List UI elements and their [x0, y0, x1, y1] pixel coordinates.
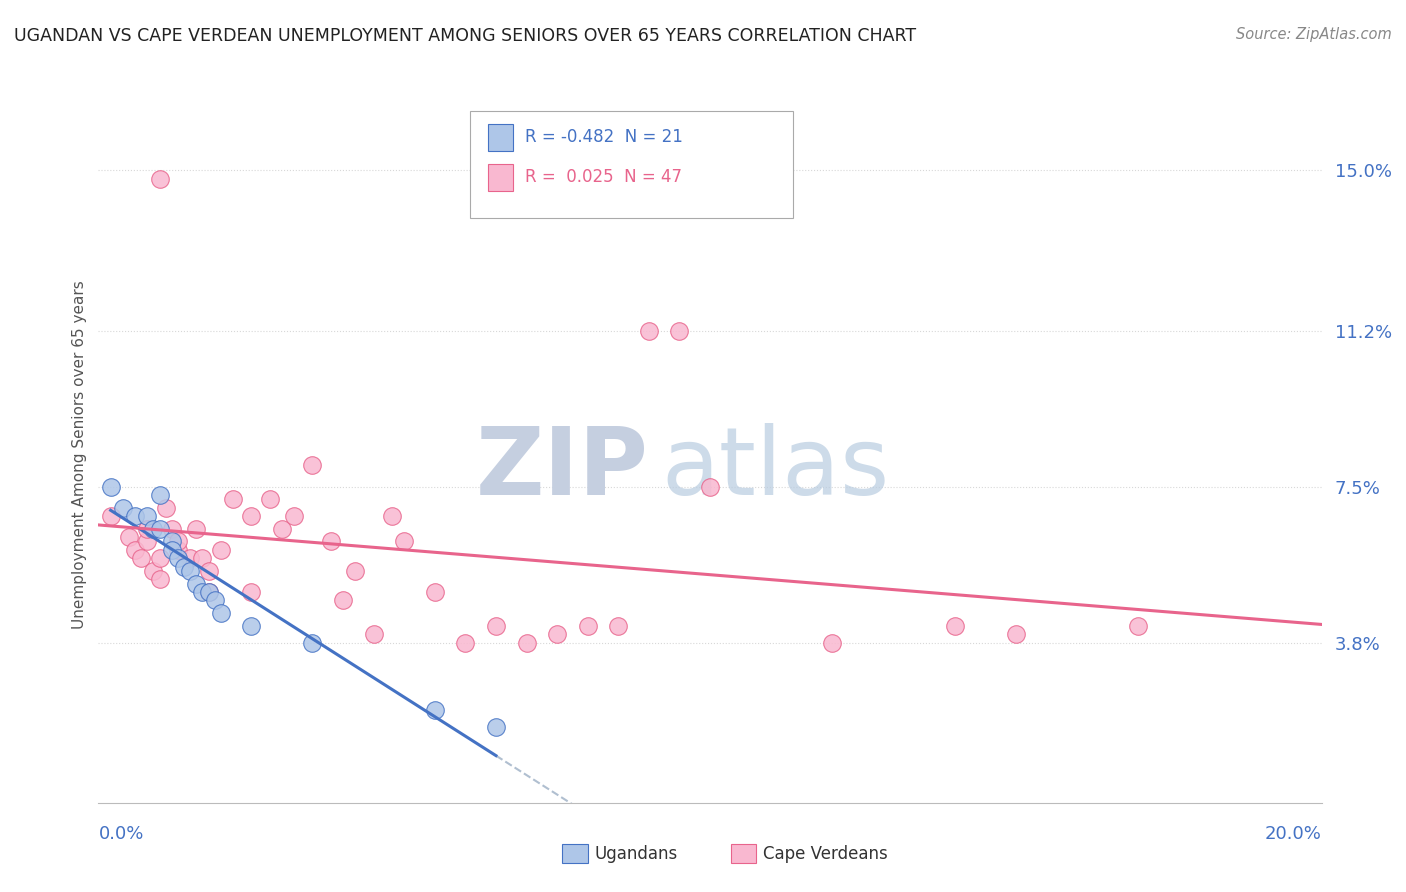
Point: [332, 593, 354, 607]
Point: [179, 564, 201, 578]
Point: [668, 324, 690, 338]
Point: [191, 585, 214, 599]
Point: [485, 618, 508, 632]
Point: [142, 564, 165, 578]
Point: [209, 542, 232, 557]
Point: [381, 509, 404, 524]
Point: [118, 530, 141, 544]
Point: [100, 479, 122, 493]
Point: [197, 564, 219, 578]
Point: [129, 551, 152, 566]
Point: [943, 618, 966, 632]
Point: [259, 492, 281, 507]
Point: [270, 522, 292, 536]
Point: [155, 500, 177, 515]
Point: [160, 542, 183, 557]
Point: [516, 635, 538, 649]
Y-axis label: Unemployment Among Seniors over 65 years: Unemployment Among Seniors over 65 years: [72, 281, 87, 629]
Point: [149, 572, 172, 586]
Point: [546, 627, 568, 641]
Point: [167, 551, 190, 566]
Point: [167, 534, 190, 549]
Text: Ugandans: Ugandans: [595, 845, 678, 863]
Point: [637, 324, 661, 338]
Point: [363, 627, 385, 641]
Point: [319, 534, 342, 549]
Point: [160, 534, 183, 549]
Text: UGANDAN VS CAPE VERDEAN UNEMPLOYMENT AMONG SENIORS OVER 65 YEARS CORRELATION CHA: UGANDAN VS CAPE VERDEAN UNEMPLOYMENT AMO…: [14, 27, 917, 45]
Point: [485, 720, 508, 734]
Point: [124, 509, 146, 524]
Point: [344, 564, 367, 578]
Point: [821, 635, 844, 649]
Point: [423, 585, 446, 599]
Point: [197, 585, 219, 599]
Point: [222, 492, 245, 507]
Point: [240, 618, 263, 632]
Point: [209, 606, 232, 620]
Point: [136, 509, 159, 524]
Point: [191, 551, 214, 566]
Text: atlas: atlas: [661, 423, 890, 515]
Point: [576, 618, 599, 632]
Point: [173, 559, 195, 574]
Point: [240, 585, 263, 599]
Point: [197, 585, 219, 599]
Point: [607, 618, 630, 632]
Point: [149, 171, 172, 186]
Point: [392, 534, 416, 549]
Point: [160, 522, 183, 536]
Text: Cape Verdeans: Cape Verdeans: [763, 845, 889, 863]
Point: [111, 500, 134, 515]
Point: [240, 509, 263, 524]
Point: [454, 635, 477, 649]
Point: [283, 509, 305, 524]
Text: 0.0%: 0.0%: [98, 825, 143, 843]
Point: [136, 522, 159, 536]
Text: ZIP: ZIP: [477, 423, 648, 515]
Point: [423, 703, 446, 717]
Point: [167, 542, 190, 557]
Point: [301, 458, 323, 473]
Point: [186, 576, 208, 591]
Text: R =  0.025  N = 47: R = 0.025 N = 47: [524, 169, 682, 186]
Point: [1004, 627, 1026, 641]
Point: [136, 534, 159, 549]
Point: [186, 522, 208, 536]
Text: Source: ZipAtlas.com: Source: ZipAtlas.com: [1236, 27, 1392, 42]
Text: 20.0%: 20.0%: [1265, 825, 1322, 843]
Point: [149, 551, 172, 566]
Point: [301, 635, 323, 649]
Point: [149, 522, 172, 536]
Point: [1128, 618, 1150, 632]
Point: [204, 593, 226, 607]
Point: [699, 479, 721, 493]
Point: [124, 542, 146, 557]
Point: [142, 522, 165, 536]
Text: R = -0.482  N = 21: R = -0.482 N = 21: [524, 128, 682, 146]
Point: [179, 551, 201, 566]
Point: [100, 509, 122, 524]
Point: [149, 488, 172, 502]
